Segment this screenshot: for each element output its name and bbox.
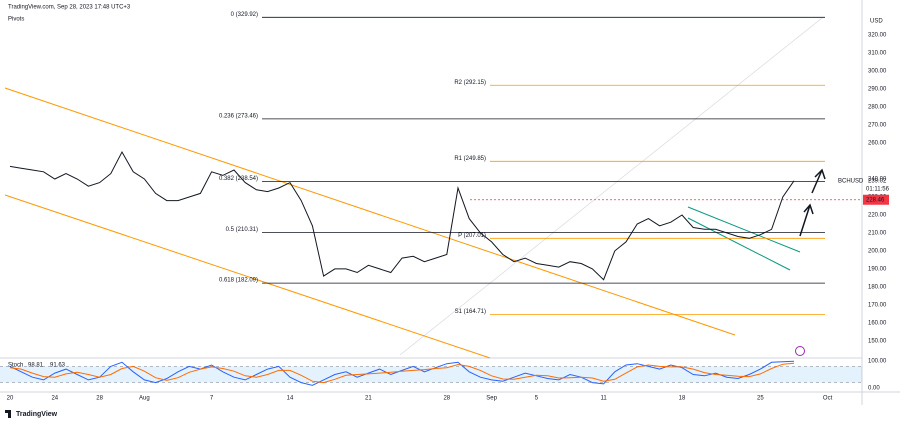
y-tick-label: 190.00 [868,266,887,272]
y-tick-label: 310.00 [868,51,887,57]
level-label: R2 (292.15) [454,80,486,86]
series-line [9,360,795,386]
y-tick-label: 260.00 [868,141,887,147]
series-line [9,150,795,281]
header: TradingView.com, Sep 28, 2023 17:48 UTC+… [8,5,131,11]
x-tick-label: 18 [679,396,686,402]
level-label: S1 (164.71) [455,309,486,315]
level-label: 0.5 (210.31) [226,227,258,233]
green-channel-lower [687,217,791,271]
last-price: 239.02 [868,178,887,184]
stoch-band [0,366,862,383]
x-tick-label: 21 [365,396,372,402]
x-tick-label: Oct [823,396,833,402]
event-icon[interactable] [795,346,805,356]
x-tick-label: 20 [7,396,14,402]
y-tick-label: 170.00 [868,302,887,308]
x-tick-label: 14 [287,396,294,402]
channel-upper [4,87,736,336]
y-tick-label: 200.00 [868,249,887,255]
x-tick-label: 28 [96,396,103,402]
y-tick-label: 210.00 [868,231,887,237]
trend-line [399,17,823,356]
logo-icon [5,410,11,418]
y-tick-label: 180.00 [868,284,887,290]
level-label: 0.618 (182.09) [219,278,258,284]
level-label: R1 (249.85) [454,156,486,162]
indicator-name: Pivots [8,17,24,23]
arrow [799,203,814,237]
x-tick-label: 25 [757,396,764,402]
stoch-tick-label: 100.00 [868,359,887,365]
y-tick-label: 290.00 [868,87,887,93]
currency: USD [870,19,883,25]
y-tick-label: 160.00 [868,320,887,326]
marker-price-label: 228.46 [866,197,885,203]
level-label: 0 (329.92) [231,12,258,18]
channel-lower [4,194,491,359]
marker-box [863,194,889,205]
logo: TradingView [16,411,58,418]
x-tick-label: 24 [51,396,58,402]
y-tick-label: 220.00 [868,213,887,219]
stoch-value: 91.63 [50,363,66,369]
stoch-tick-label: 0.00 [868,386,880,392]
x-tick-label: 7 [210,396,214,402]
symbol-label: BCHUSD [838,178,864,184]
x-tick-label: 11 [600,396,607,402]
green-channel-upper [687,206,801,253]
level-label: 0.382 (238.54) [219,176,258,182]
stoch-value: 98.81 [28,363,44,369]
countdown: 01:11:56 [866,186,890,192]
x-tick-label: 28 [443,396,450,402]
level-label: P (207.01) [458,233,486,239]
series-line [9,362,795,384]
stoch-label: Stoch [8,363,23,369]
y-tick-label: 240.00 [868,177,887,183]
x-tick-label: 5 [535,396,539,402]
y-tick-label: 320.00 [868,33,887,39]
y-tick-label: 270.00 [868,123,887,129]
x-tick-label: Sep [486,396,497,402]
y-tick-label: 300.00 [868,69,887,75]
y-tick-label: 150.00 [868,338,887,344]
x-tick-label: Aug [139,396,150,402]
y-tick-label: 280.00 [868,105,887,111]
level-label: 0.236 (273.46) [219,113,258,119]
